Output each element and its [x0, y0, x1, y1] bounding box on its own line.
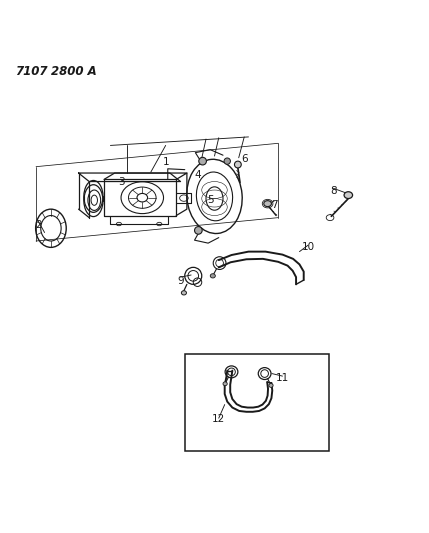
Text: 5: 5 [207, 195, 214, 205]
Text: 2: 2 [35, 220, 42, 230]
Ellipse shape [194, 227, 202, 234]
Ellipse shape [181, 290, 187, 295]
Text: 6: 6 [241, 155, 248, 165]
Ellipse shape [264, 200, 272, 207]
Text: 1: 1 [162, 157, 169, 167]
Ellipse shape [210, 274, 215, 278]
Ellipse shape [224, 158, 230, 164]
Ellipse shape [199, 157, 206, 165]
Ellipse shape [344, 192, 353, 198]
Text: 7: 7 [271, 200, 277, 210]
Text: 11: 11 [276, 373, 289, 383]
Text: 9: 9 [177, 276, 184, 286]
Text: 7107: 7107 [15, 64, 47, 78]
Bar [185, 353, 329, 451]
Text: 3: 3 [118, 176, 124, 187]
Text: 12: 12 [212, 415, 225, 424]
Ellipse shape [269, 384, 273, 387]
Text: 8: 8 [330, 186, 337, 196]
Text: 4: 4 [194, 170, 201, 180]
Text: 2800 A: 2800 A [51, 64, 97, 78]
Ellipse shape [223, 382, 227, 386]
Text: 10: 10 [302, 243, 314, 253]
Ellipse shape [235, 161, 241, 168]
